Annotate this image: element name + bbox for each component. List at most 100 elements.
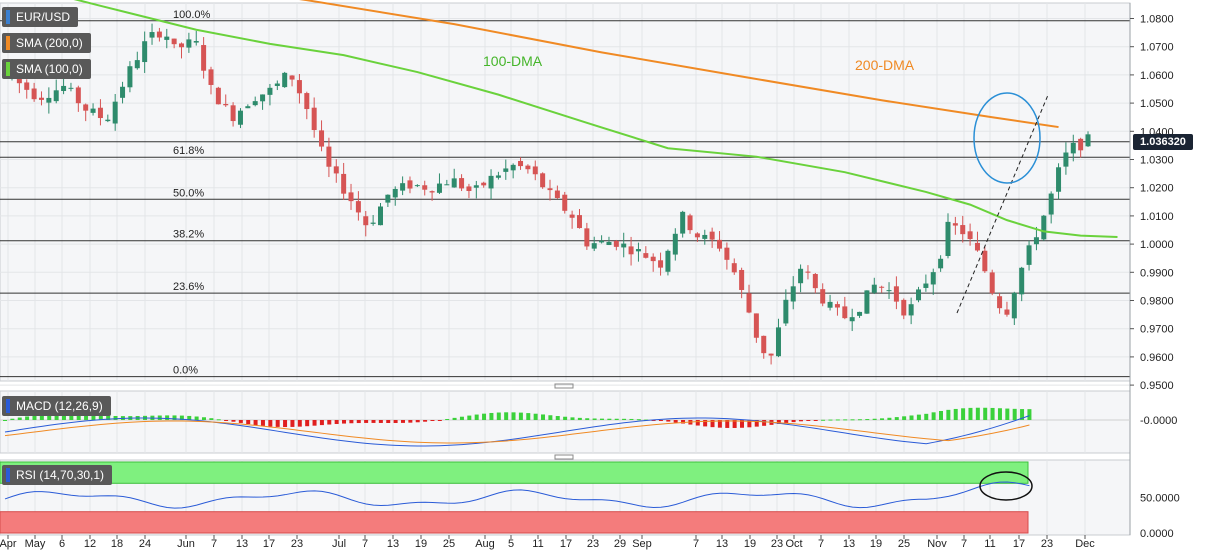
candle-body (326, 146, 332, 167)
candle-body (554, 190, 560, 198)
macd-bar (651, 420, 656, 421)
candle-body (363, 216, 369, 226)
x-tick-label: 23 (1041, 538, 1053, 550)
candle-body (378, 206, 383, 226)
macd-bar (459, 416, 464, 420)
macd-bar (968, 407, 973, 420)
sma100-text: SMA (100,0) (16, 62, 83, 76)
macd-bar (496, 412, 501, 420)
candle-body (1063, 152, 1069, 167)
macd-label[interactable]: MACD (12,26,9) (2, 396, 111, 416)
candle-body (982, 250, 988, 272)
candle-body (193, 41, 199, 43)
candle-body (820, 289, 826, 304)
candle-body (237, 110, 243, 125)
macd-bar (997, 408, 1002, 420)
y-tick-label: 1.0600 (1140, 70, 1174, 82)
macd-bar (489, 412, 494, 420)
y-tick-label: 0.9500 (1140, 380, 1174, 392)
candle-body (893, 286, 899, 302)
candle-body (974, 242, 980, 251)
rsi-label[interactable]: RSI (14,70,30,1) (2, 465, 113, 485)
macd-bar (902, 416, 907, 420)
sma100-line (73, 0, 1118, 239)
symbol-label[interactable]: EUR/USD (2, 7, 79, 27)
candle-body (422, 185, 428, 190)
candle-body (599, 240, 605, 243)
macd-bar (636, 419, 641, 421)
macd-bar (666, 420, 671, 422)
x-tick-label: 13 (387, 538, 399, 550)
sma200-label[interactable]: SMA (200,0) (2, 33, 91, 53)
candle-body (245, 106, 251, 109)
candle-body (547, 188, 553, 191)
rsi-oversold-zone (0, 511, 1029, 534)
candle-body (341, 173, 347, 194)
macd-bar (983, 407, 988, 420)
x-tick-label: 23 (291, 538, 303, 550)
macd-bar (305, 420, 310, 427)
candle-body (717, 239, 723, 249)
macd-bar (356, 420, 361, 424)
candle-body (768, 353, 774, 356)
candle-body (945, 221, 951, 257)
x-tick-label: 23 (587, 538, 599, 550)
macd-bar (703, 420, 708, 427)
candle-body (75, 87, 81, 104)
macd-bar (798, 420, 803, 422)
y-tick-label: 1.0700 (1140, 42, 1174, 54)
candle-body (857, 311, 863, 316)
macd-bar (599, 418, 604, 420)
x-tick-label: 18 (111, 538, 123, 550)
candle-body (223, 103, 229, 106)
candle-body (164, 36, 170, 40)
candle-body (746, 293, 752, 313)
x-tick-label: 11 (532, 538, 543, 550)
candle-body (1004, 309, 1010, 315)
candle-body (1019, 267, 1025, 295)
macd-bar (762, 420, 767, 426)
candle-body (466, 186, 472, 191)
macd-bar (312, 420, 317, 426)
macd-bar (61, 414, 66, 420)
sma100-label[interactable]: SMA (100,0) (2, 59, 91, 79)
x-tick-label: 7 (961, 538, 967, 550)
candle-body (61, 85, 67, 91)
candle-body (569, 214, 575, 218)
candle-body (274, 83, 280, 86)
sma200-annotation: 200-DMA (855, 57, 915, 73)
candle-body (687, 215, 693, 231)
candle-body (886, 290, 892, 292)
macd-bar (430, 420, 435, 421)
macd-bar (364, 420, 369, 423)
macd-bar (717, 420, 722, 428)
candle-body (1011, 292, 1017, 319)
candle-body (960, 225, 966, 235)
candle-body (46, 97, 52, 103)
macd-bar (850, 419, 855, 421)
candle-body (827, 301, 833, 308)
y-tick-label: 1.0300 (1140, 155, 1174, 167)
x-tick-label: 5 (508, 538, 514, 550)
candle-body (304, 93, 310, 110)
candle-body (436, 183, 442, 193)
candle-body (370, 222, 376, 224)
macd-bar (548, 415, 553, 420)
candle-body (230, 105, 236, 122)
candle-body (53, 90, 59, 102)
macd-bar (541, 414, 546, 420)
x-tick-label: Sep (632, 538, 652, 550)
candle-body (709, 231, 715, 240)
candle-body (296, 80, 302, 94)
macd-bar (695, 420, 700, 426)
candle-body (208, 69, 214, 85)
candle-body (156, 31, 162, 38)
macd-swatch (6, 399, 10, 413)
x-tick-label: 17 (560, 538, 572, 550)
macd-bar (754, 420, 759, 427)
candle-body (179, 43, 185, 48)
macd-bar (909, 415, 914, 420)
y-tick-label: 0.9800 (1140, 296, 1174, 308)
macd-bar (880, 418, 885, 420)
